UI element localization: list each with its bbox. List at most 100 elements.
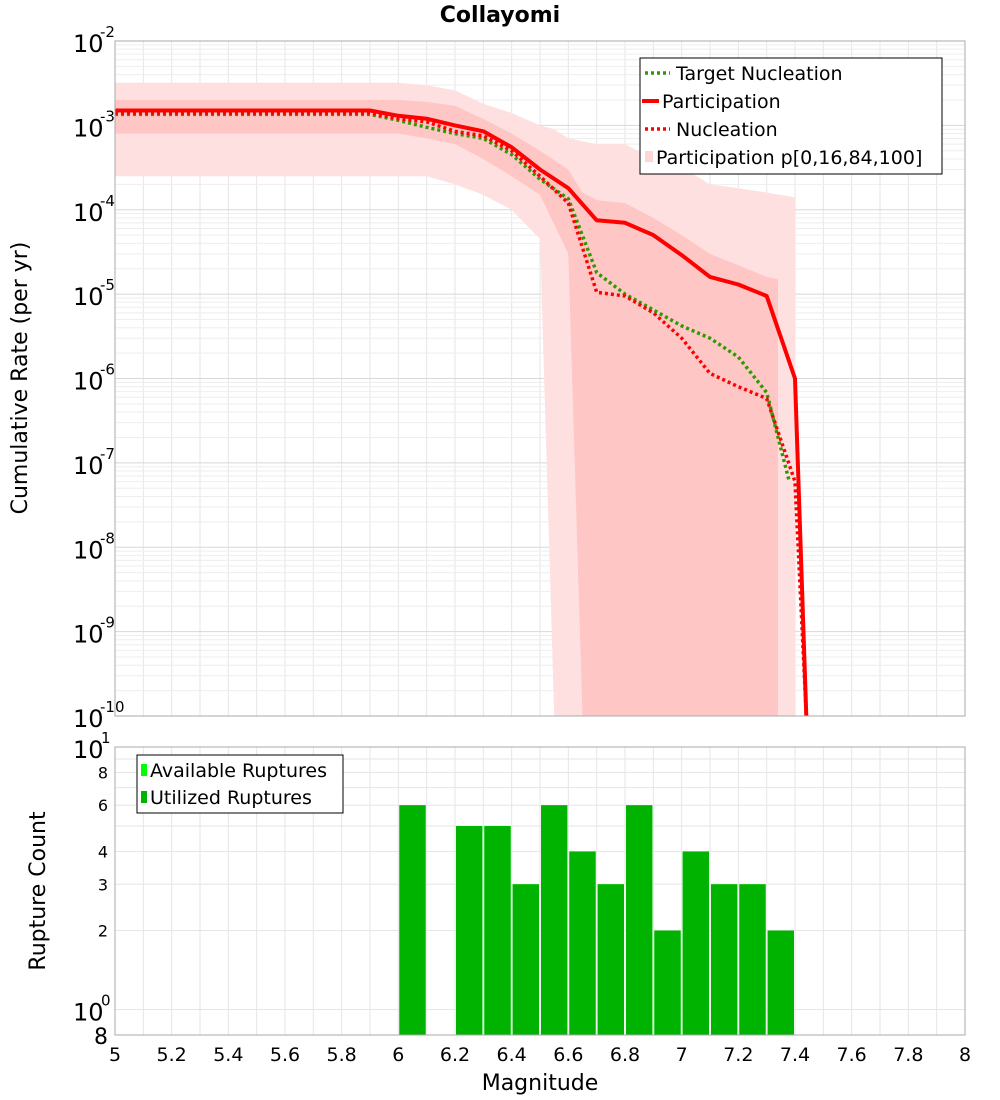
bar-utilized-ruptures <box>739 884 766 1035</box>
y-tick-label: 10-10 <box>73 698 125 733</box>
svg-text:-9: -9 <box>100 614 115 632</box>
y-tick-label: 3 <box>98 875 108 894</box>
bar-utilized-ruptures <box>569 851 596 1035</box>
legend-label-target-nucleation: Target Nucleation <box>675 63 843 85</box>
x-tick-label: 7.2 <box>723 1044 753 1066</box>
y-tick-label: 8 <box>98 763 108 782</box>
svg-text:10: 10 <box>73 283 104 311</box>
svg-text:10: 10 <box>73 536 104 564</box>
x-tick-label: 6.4 <box>497 1044 527 1066</box>
svg-text:10: 10 <box>73 452 104 480</box>
svg-text:6: 6 <box>98 796 108 815</box>
bar-utilized-ruptures <box>626 805 653 1035</box>
x-tick-label: 5.4 <box>213 1044 243 1066</box>
bottom-legend: Available Ruptures Utilized Ruptures <box>136 754 344 814</box>
bar-utilized-ruptures <box>682 851 709 1035</box>
x-tick-label: 7 <box>676 1044 688 1066</box>
svg-text:10: 10 <box>73 621 104 649</box>
y-tick-label: 2 <box>98 922 108 941</box>
bar-utilized-ruptures <box>541 805 568 1035</box>
y-tick-label: 100 <box>73 992 111 1027</box>
bottom-plot-frame <box>114 746 966 1036</box>
top-legend: Target Nucleation Participation Nucleati… <box>639 57 943 175</box>
y-tick-label: 8 <box>94 1025 108 1050</box>
svg-text:-4: -4 <box>100 192 115 210</box>
svg-text:1: 1 <box>101 729 111 747</box>
y-tick-label: 101 <box>73 729 111 764</box>
legend-label-available-ruptures: Available Ruptures <box>150 760 327 782</box>
bottom-bars <box>399 805 794 1035</box>
x-tick-label: 7.6 <box>837 1044 867 1066</box>
top-y-tick-labels: 10-210-310-410-510-610-710-810-910-10 <box>73 23 125 733</box>
bar-utilized-ruptures <box>767 930 794 1035</box>
svg-text:0: 0 <box>101 992 111 1010</box>
series-line-participation <box>115 108 809 717</box>
top-lines <box>115 108 809 717</box>
top-plot-frame <box>114 40 966 717</box>
y-tick-label: 6 <box>98 796 108 815</box>
svg-text:10: 10 <box>73 736 104 764</box>
y-tick-label: 10-6 <box>73 361 115 396</box>
svg-text:-7: -7 <box>100 445 115 463</box>
legend-label-participation-band: Participation p[0,16,84,100] <box>656 147 922 169</box>
svg-text:-5: -5 <box>100 276 115 294</box>
x-tick-label: 6.6 <box>553 1044 583 1066</box>
x-axis-label: Magnitude <box>482 1071 599 1096</box>
legend-swatch-participation-band <box>645 151 653 162</box>
svg-text:8: 8 <box>98 763 108 782</box>
svg-text:2: 2 <box>98 922 108 941</box>
y-tick-label: 10-5 <box>73 276 115 311</box>
legend-label-participation: Participation <box>662 91 781 113</box>
x-tick-label: 5.2 <box>157 1044 187 1066</box>
series-line-target-nucleation <box>115 112 791 483</box>
x-tick-label: 7.4 <box>780 1044 810 1066</box>
svg-text:-3: -3 <box>100 107 115 125</box>
y-tick-label: 4 <box>98 842 108 861</box>
y-tick-label: 10-8 <box>73 529 115 564</box>
svg-text:-2: -2 <box>100 23 115 41</box>
svg-text:10: 10 <box>73 705 104 733</box>
bar-utilized-ruptures <box>512 884 539 1035</box>
x-tick-label: 5 <box>109 1044 121 1066</box>
y-tick-label: 10-4 <box>73 192 115 227</box>
svg-text:8: 8 <box>94 1025 108 1050</box>
svg-text:10: 10 <box>73 114 104 142</box>
x-tick-label: 5.8 <box>327 1044 357 1066</box>
svg-text:-6: -6 <box>100 361 115 379</box>
y-tick-label: 10-9 <box>73 614 115 649</box>
chart-title: Collayomi <box>440 3 560 28</box>
x-tick-label: 8 <box>959 1044 971 1066</box>
x-tick-label: 6.8 <box>610 1044 640 1066</box>
x-tick-label: 5.6 <box>270 1044 300 1066</box>
svg-text:-10: -10 <box>100 698 125 716</box>
bar-utilized-ruptures <box>484 826 511 1035</box>
svg-text:3: 3 <box>98 875 108 894</box>
x-tick-label: 7.8 <box>893 1044 923 1066</box>
bar-utilized-ruptures <box>456 826 483 1035</box>
y-tick-label: 10-7 <box>73 445 115 480</box>
top-bands <box>115 82 795 717</box>
y-tick-label: 10-2 <box>73 23 115 58</box>
y-tick-label: 10-3 <box>73 107 115 142</box>
svg-text:10: 10 <box>73 30 104 58</box>
x-tick-label: 6.2 <box>440 1044 470 1066</box>
bar-utilized-ruptures <box>654 930 681 1035</box>
bar-utilized-ruptures <box>399 805 426 1035</box>
svg-text:10: 10 <box>73 368 104 396</box>
bar-utilized-ruptures <box>711 884 738 1035</box>
legend-label-utilized-ruptures: Utilized Ruptures <box>150 787 312 809</box>
series-line-nucleation <box>115 111 809 717</box>
svg-text:-8: -8 <box>100 529 115 547</box>
legend-swatch-available-ruptures <box>141 764 147 776</box>
svg-text:10: 10 <box>73 199 104 227</box>
legend-swatch-utilized-ruptures <box>141 791 147 803</box>
x-tick-labels: 5 5.2 5.4 5.6 5.8 6 6.2 6.4 6.6 6.8 7 7.2 7.4 7.6 7.8 8 <box>109 1044 971 1066</box>
bar-utilized-ruptures <box>597 884 624 1035</box>
x-tick-label: 6 <box>392 1044 404 1066</box>
legend-label-nucleation: Nucleation <box>676 119 778 141</box>
svg-text:4: 4 <box>98 842 108 861</box>
bottom-y-axis-label: Rupture Count <box>26 811 51 971</box>
top-y-axis-label: Cumulative Rate (per yr) <box>8 242 33 515</box>
